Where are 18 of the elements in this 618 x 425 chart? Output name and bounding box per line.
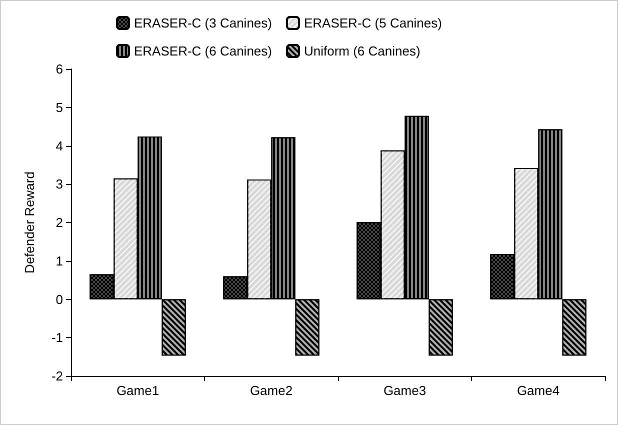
- legend-label: ERASER-C (3 Canines): [134, 16, 272, 30]
- y-tick-label: 3: [56, 176, 63, 192]
- y-tick-label: -1: [51, 330, 63, 346]
- x-tick-label: Game4: [516, 383, 560, 398]
- y-tick-label: 0: [56, 292, 63, 307]
- legend-label: Uniform (6 Canines): [304, 44, 420, 58]
- y-tick-label: 2: [56, 215, 63, 230]
- y-tick-label: 1: [56, 253, 63, 268]
- x-tick-label: Game2: [250, 383, 293, 398]
- y-tick-label: 6: [56, 62, 63, 76]
- x-tick-label: Game1: [116, 383, 160, 398]
- x-tick-label: Game3: [383, 383, 426, 398]
- y-tick-label: 4: [56, 138, 63, 154]
- legend-label: ERASER-C (6 Canines): [134, 44, 272, 58]
- y-tick-label: -2: [51, 368, 63, 384]
- legend-label: ERASER-C (5 Canines): [304, 16, 442, 30]
- y-axis-title: Defender Reward: [22, 172, 37, 274]
- y-tick-label: 5: [56, 100, 63, 115]
